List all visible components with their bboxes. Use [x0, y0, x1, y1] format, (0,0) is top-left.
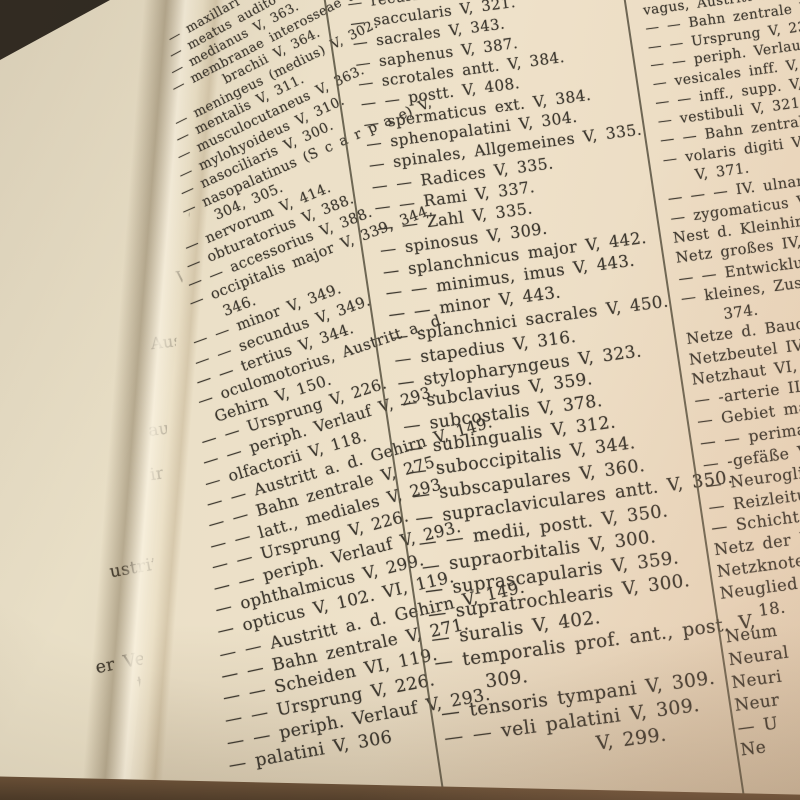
- right-page-surface: [128, 0, 800, 800]
- book-photo: 300,ehirn9.V, 315.84.Austritt a., 265.31…: [0, 0, 800, 800]
